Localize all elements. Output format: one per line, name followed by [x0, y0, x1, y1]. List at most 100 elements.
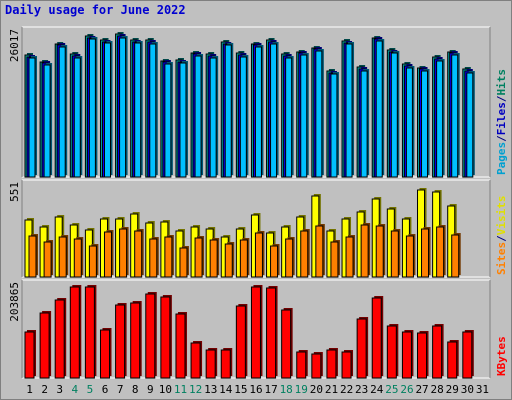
x-tick-day-9: 9 — [147, 383, 154, 396]
x-tick-day-2: 2 — [41, 383, 48, 396]
bar-kbytes-kbytes-day-6 — [99, 329, 110, 379]
bar-hits-files-pages-pages-day-21 — [330, 73, 338, 178]
x-tick-day-24: 24 — [370, 383, 384, 396]
x-tick-day-3: 3 — [56, 383, 63, 396]
bar-visits-sites-sites-day-24 — [375, 225, 384, 278]
bar-visits-sites-sites-day-21 — [330, 241, 339, 278]
bar-kbytes-kbytes-day-9 — [145, 293, 156, 379]
bar-kbytes-kbytes-day-20 — [311, 353, 322, 379]
panel-kbytes-legend: KBytes — [495, 336, 508, 376]
bar-kbytes-kbytes-day-17 — [266, 287, 277, 379]
panel-hits-files-pages-max-label: 26017 — [8, 29, 21, 62]
bar-visits-sites-sites-day-2 — [43, 241, 52, 278]
bar-hits-files-pages-pages-day-23 — [360, 70, 368, 178]
chart-title: Daily usage for June 2022 — [5, 3, 186, 17]
bar-kbytes-kbytes-day-14 — [220, 349, 231, 379]
bar-hits-files-pages-pages-day-1 — [28, 57, 36, 178]
x-tick-day-14: 14 — [219, 383, 233, 396]
bar-visits-sites-sites-day-29 — [451, 234, 460, 278]
bar-kbytes-kbytes-day-19 — [296, 351, 307, 379]
x-tick-day-11: 11 — [174, 383, 187, 396]
bar-visits-sites-sites-day-20 — [315, 225, 324, 278]
bar-kbytes-kbytes-day-23 — [356, 318, 367, 379]
bar-hits-files-pages-pages-day-15 — [239, 56, 247, 178]
bar-hits-files-pages-pages-day-8 — [134, 42, 142, 178]
bar-visits-sites-sites-day-28 — [436, 226, 445, 278]
bar-kbytes-kbytes-day-21 — [326, 349, 337, 379]
bar-hits-files-pages-pages-day-2 — [43, 64, 51, 178]
bar-hits-files-pages-pages-day-9 — [149, 43, 157, 178]
panel-visits-sites-legend: Sites/Visits — [495, 196, 508, 276]
bar-visits-sites-sites-day-18 — [285, 238, 294, 278]
x-tick-day-10: 10 — [159, 383, 172, 396]
bar-kbytes-kbytes-day-7 — [115, 304, 126, 379]
bar-kbytes-kbytes-day-2 — [39, 312, 50, 379]
bar-kbytes-kbytes-day-16 — [250, 286, 261, 379]
bar-kbytes-kbytes-day-18 — [281, 309, 292, 379]
bar-hits-files-pages-pages-day-20 — [315, 50, 323, 178]
bar-visits-sites-sites-day-26 — [405, 235, 414, 278]
bar-hits-files-pages-pages-day-10 — [164, 63, 172, 178]
x-tick-day-31: 31 — [476, 383, 489, 396]
legend-item-hits-files-pages-2: Files — [495, 102, 508, 135]
bar-hits-files-pages-pages-day-17 — [270, 43, 278, 178]
bar-visits-sites-sites-day-1 — [28, 235, 37, 278]
bar-visits-sites-sites-day-4 — [73, 238, 82, 278]
bar-hits-files-pages-pages-day-26 — [405, 67, 413, 178]
x-tick-day-20: 20 — [310, 383, 323, 396]
bar-hits-files-pages-pages-day-18 — [285, 57, 293, 178]
bar-hits-files-pages-pages-day-14 — [224, 44, 232, 178]
bar-visits-sites-sites-day-27 — [421, 228, 430, 278]
bar-hits-files-pages-pages-day-27 — [421, 70, 429, 178]
panel-visits-sites-max-label: 551 — [8, 182, 21, 202]
bar-visits-sites-sites-day-12 — [194, 237, 203, 278]
bar-kbytes-kbytes-day-26 — [401, 331, 412, 379]
bar-hits-files-pages-pages-day-3 — [58, 46, 66, 178]
legend-item-hits-files-pages-0: Pages — [495, 142, 508, 175]
x-tick-day-19: 19 — [295, 383, 308, 396]
x-tick-day-30: 30 — [461, 383, 474, 396]
bar-kbytes-kbytes-day-28 — [432, 325, 443, 379]
bar-hits-files-pages-pages-day-16 — [254, 46, 262, 178]
bar-visits-sites-sites-day-22 — [345, 236, 354, 278]
x-tick-day-21: 21 — [325, 383, 338, 396]
bar-kbytes-kbytes-day-5 — [84, 286, 95, 379]
bar-hits-files-pages-pages-day-7 — [119, 37, 127, 178]
bar-kbytes-kbytes-day-30 — [462, 331, 473, 379]
bar-kbytes-kbytes-day-4 — [69, 286, 80, 379]
x-tick-day-15: 15 — [234, 383, 247, 396]
x-tick-day-26: 26 — [400, 383, 413, 396]
legend-item-hits-files-pages-3: / — [495, 95, 508, 102]
bar-kbytes-kbytes-day-13 — [205, 349, 216, 379]
bar-hits-files-pages-pages-day-12 — [194, 55, 202, 178]
legend-item-hits-files-pages-1: / — [495, 135, 508, 142]
bar-hits-files-pages-pages-day-29 — [451, 54, 459, 178]
bar-visits-sites-sites-day-25 — [390, 230, 399, 278]
bar-hits-files-pages-pages-day-24 — [375, 40, 383, 178]
bar-kbytes-kbytes-day-29 — [447, 341, 458, 379]
bar-visits-sites-sites-day-16 — [254, 232, 263, 278]
bar-hits-files-pages-pages-day-19 — [300, 54, 308, 178]
bar-kbytes-kbytes-day-27 — [417, 332, 428, 379]
x-tick-day-25: 25 — [385, 383, 398, 396]
bar-kbytes-kbytes-day-25 — [386, 325, 397, 379]
x-tick-day-16: 16 — [249, 383, 262, 396]
bar-kbytes-kbytes-day-10 — [160, 296, 171, 379]
x-tick-day-29: 29 — [446, 383, 459, 396]
bar-visits-sites-sites-day-3 — [58, 236, 67, 278]
panel-hits-files-pages-legend: Pages/Files/Hits — [495, 69, 508, 175]
bar-visits-sites-sites-day-5 — [88, 245, 97, 278]
legend-item-kbytes-0: KBytes — [495, 336, 508, 376]
bar-visits-sites-sites-day-14 — [224, 243, 233, 278]
x-tick-day-22: 22 — [340, 383, 353, 396]
bar-visits-sites-sites-day-10 — [164, 236, 173, 278]
bar-kbytes-kbytes-day-12 — [190, 342, 201, 379]
bar-visits-sites-sites-day-13 — [209, 239, 218, 278]
bar-hits-files-pages-pages-day-25 — [390, 52, 398, 178]
x-tick-day-7: 7 — [117, 383, 124, 396]
x-tick-day-17: 17 — [264, 383, 277, 396]
bar-visits-sites-sites-day-19 — [300, 230, 309, 278]
x-tick-day-12: 12 — [189, 383, 202, 396]
